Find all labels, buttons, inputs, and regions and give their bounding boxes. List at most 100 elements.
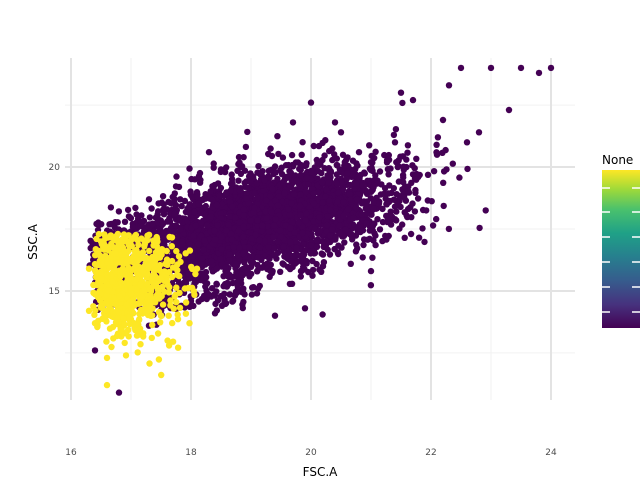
yellow-point (103, 381, 111, 389)
purple-point (203, 274, 210, 281)
purple-point (270, 222, 278, 229)
purple-point (198, 270, 205, 277)
purple-point (316, 214, 323, 221)
purple-point (145, 196, 153, 203)
yellow-point (173, 299, 180, 306)
purple-point (185, 270, 192, 277)
purple-point (230, 244, 237, 251)
yellow-point (151, 238, 159, 245)
yellow-point (193, 265, 201, 272)
purple-point (268, 209, 275, 216)
purple-point (261, 237, 268, 245)
purple-point (245, 200, 252, 207)
purple-point (379, 237, 386, 245)
purple-point (217, 210, 225, 217)
purple-point (310, 142, 317, 150)
purple-point (369, 222, 377, 230)
purple-point (198, 260, 205, 268)
purple-point (332, 234, 339, 241)
yellow-point (125, 333, 132, 340)
purple-point (399, 99, 406, 107)
purple-point (341, 159, 348, 166)
yellow-point (137, 341, 144, 348)
purple-point (391, 139, 399, 146)
purple-point (155, 208, 162, 215)
yellow-point (121, 271, 129, 278)
purple-point (160, 229, 167, 236)
purple-point (419, 225, 426, 232)
yellow-point (114, 330, 122, 337)
purple-point (244, 128, 251, 136)
purple-point (411, 208, 419, 215)
x-tick-label: 24 (545, 448, 557, 458)
yellow-point (120, 315, 127, 322)
yellow-point (121, 339, 128, 347)
purple-point (372, 148, 379, 155)
purple-point (433, 215, 440, 223)
yellow-point (125, 314, 132, 321)
purple-point (336, 222, 343, 230)
purple-point (232, 265, 239, 272)
purple-point (440, 179, 447, 186)
purple-point (195, 298, 202, 305)
purple-point (342, 226, 349, 234)
purple-point (335, 242, 342, 249)
purple-point (164, 218, 171, 225)
purple-point (266, 167, 274, 174)
purple-point (316, 227, 323, 235)
purple-point (286, 280, 294, 288)
purple-point (276, 227, 284, 234)
purple-point (370, 205, 377, 213)
purple-point (223, 164, 230, 171)
yellow-point (110, 335, 117, 342)
purple-point (236, 187, 244, 194)
purple-point (297, 172, 304, 179)
yellow-point (134, 349, 141, 356)
purple-point (404, 205, 412, 213)
purple-point (383, 201, 390, 208)
yellow-point (145, 263, 153, 270)
yellow-point (99, 315, 106, 322)
purple-point (295, 219, 303, 227)
purple-point (358, 211, 366, 218)
purple-point (313, 236, 320, 244)
purple-point (210, 160, 217, 167)
yellow-point (192, 270, 199, 278)
purple-point (413, 155, 420, 162)
yellow-point (176, 272, 183, 280)
x-tick-label: 16 (65, 448, 77, 458)
purple-point (296, 202, 304, 210)
purple-point (303, 174, 311, 182)
purple-point (148, 205, 155, 212)
purple-point (440, 202, 447, 210)
purple-point (218, 233, 225, 241)
purple-point (399, 221, 406, 228)
purple-point (281, 189, 288, 197)
purple-point (475, 129, 483, 136)
yellow-point (108, 240, 115, 248)
yellow-point (116, 292, 123, 300)
purple-point (181, 264, 188, 271)
yellow-point (154, 330, 162, 337)
purple-point (247, 263, 255, 270)
purple-point (235, 177, 242, 184)
purple-point (334, 249, 341, 256)
yellow-point (159, 283, 166, 290)
purple-point (306, 203, 313, 210)
purple-point (243, 190, 250, 197)
purple-point (391, 203, 399, 210)
purple-point (464, 165, 471, 173)
purple-point (235, 153, 243, 161)
purple-point (401, 194, 408, 201)
yellow-point (103, 338, 110, 345)
purple-point (197, 232, 205, 240)
purple-point (226, 198, 234, 205)
purple-point (172, 222, 179, 229)
purple-point (290, 191, 298, 198)
purple-point (367, 166, 375, 174)
purple-point (270, 245, 277, 252)
yellow-point (168, 273, 176, 281)
yellow-point (92, 273, 100, 281)
purple-point (277, 268, 284, 275)
purple-point (393, 208, 400, 215)
